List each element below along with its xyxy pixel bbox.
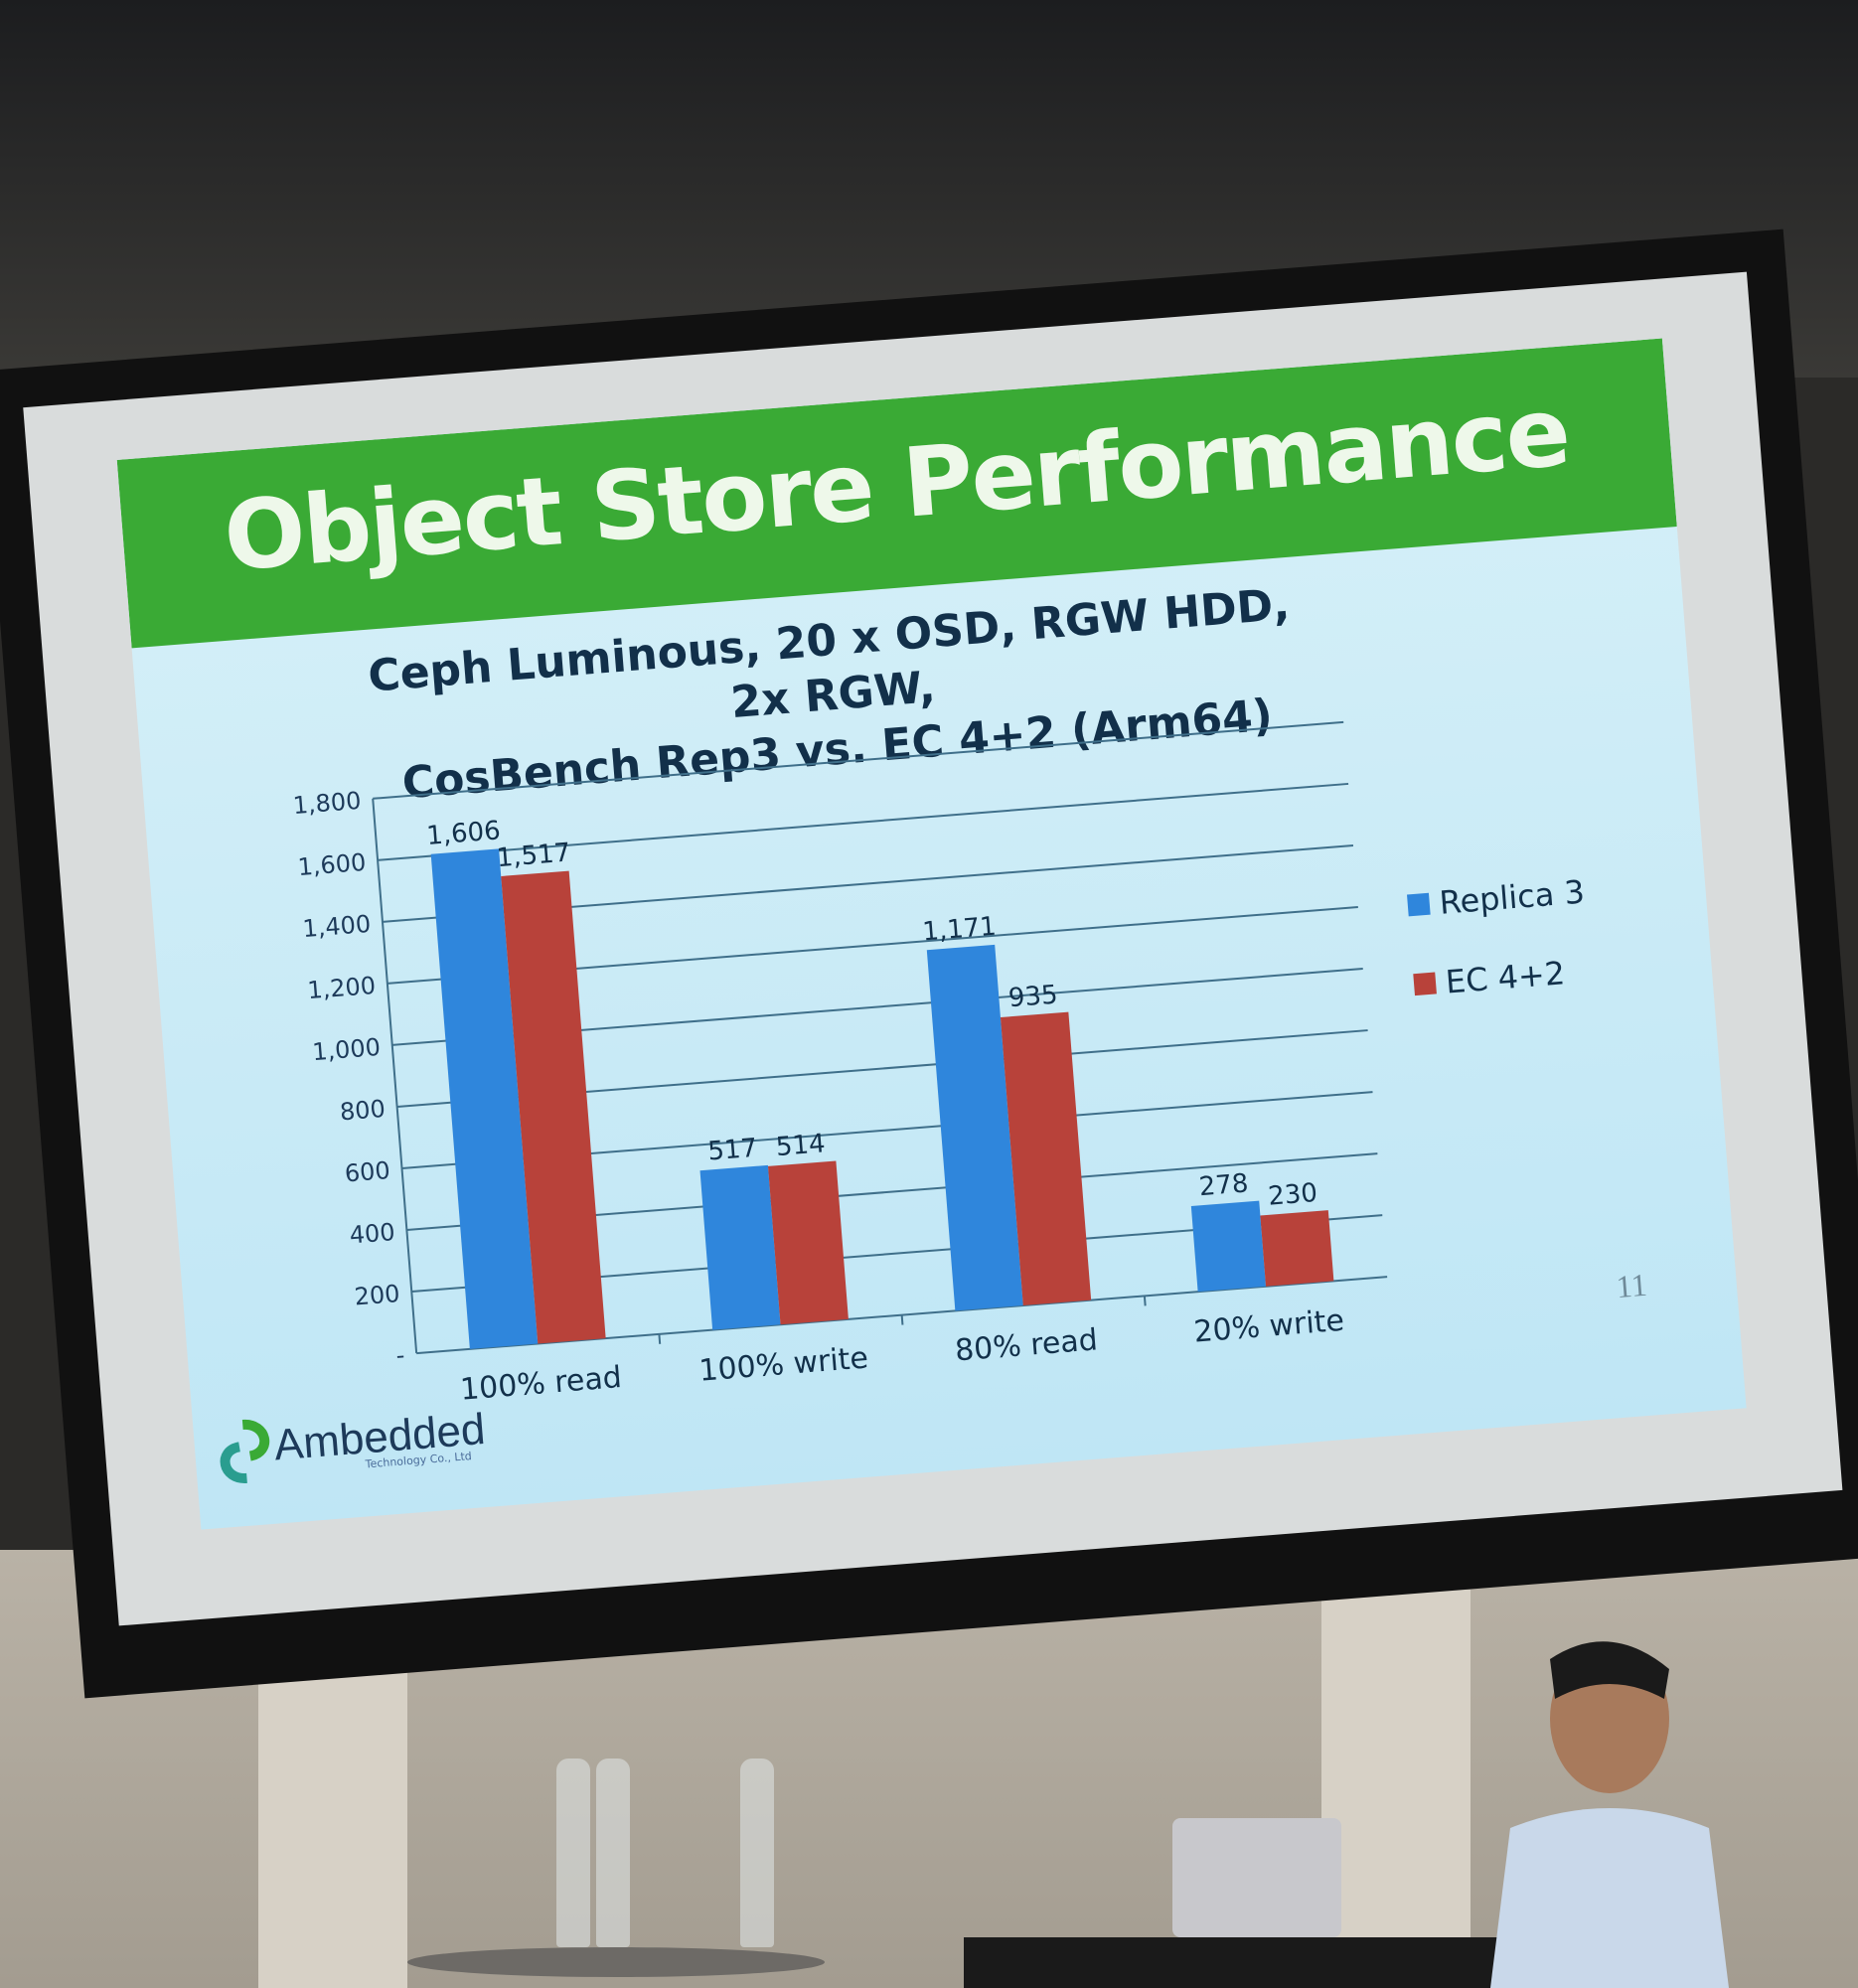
water-bottle (556, 1759, 590, 1947)
screen-surface: Object Store Performance Ceph Luminous, … (23, 271, 1843, 1626)
legend-swatch (1407, 892, 1431, 917)
data-label: 1,171 (921, 912, 998, 948)
page-number: 11 (1615, 1266, 1648, 1305)
y-tick-label: 600 (344, 1156, 391, 1188)
legend-swatch (1413, 972, 1437, 996)
x-tick (1143, 1296, 1147, 1306)
data-label: 514 (775, 1129, 827, 1162)
x-tick (658, 1333, 662, 1344)
bar-replica-3 (1190, 1200, 1267, 1293)
y-tick-label: 400 (349, 1218, 396, 1250)
y-tick-label: - (395, 1341, 406, 1370)
y-tick-label: 1,600 (297, 848, 368, 881)
data-label: 1,517 (496, 838, 572, 873)
x-tick-label: 80% read (954, 1322, 1099, 1368)
data-label: 517 (706, 1134, 758, 1167)
bar-ec-4-2 (1000, 1011, 1092, 1306)
presenter (1490, 1641, 1729, 1988)
water-bottle (596, 1759, 630, 1947)
x-tick (900, 1314, 904, 1325)
ambedded-logo: Ambedded Technology Co., Ltd (213, 1398, 488, 1488)
pillar (1321, 1590, 1471, 1988)
bar-ec-4-2 (767, 1160, 849, 1325)
data-label: 230 (1267, 1178, 1318, 1212)
y-tick-label: 1,400 (301, 910, 372, 943)
gridline (373, 720, 1344, 800)
bar-chart: - 200 400 600 800 1,000 1,200 1,400 1,600 1,800 1,… (292, 720, 1586, 1408)
data-label: 1,606 (425, 816, 502, 851)
y-tick-label: 1,800 (292, 787, 363, 820)
projection-screen: Object Store Performance Ceph Luminous, … (0, 229, 1858, 1699)
y-axis (372, 798, 418, 1354)
logo-swirl-icon (220, 1420, 270, 1483)
y-tick-label: 200 (354, 1280, 401, 1311)
slide: Object Store Performance Ceph Luminous, … (116, 338, 1747, 1530)
y-tick-label: 800 (339, 1095, 387, 1127)
bar-replica-3 (699, 1164, 781, 1330)
x-tick-label: 20% write (1192, 1303, 1345, 1350)
legend-label: Replica 3 (1438, 872, 1586, 921)
y-tick-label: 1,200 (306, 972, 377, 1004)
bar-ec-4-2 (501, 870, 606, 1344)
y-tick-label: 1,000 (311, 1033, 382, 1066)
data-label: 278 (1198, 1168, 1250, 1202)
bar-replica-3 (430, 848, 539, 1349)
bar-ec-4-2 (1260, 1210, 1334, 1287)
legend-label: EC 4+2 (1445, 954, 1567, 1000)
data-label: 935 (1007, 980, 1059, 1013)
x-tick-label: 100% read (459, 1360, 623, 1408)
x-tick-label: 100% write (697, 1340, 869, 1388)
water-bottle (740, 1759, 774, 1947)
gridline (378, 782, 1349, 861)
side-table (407, 1947, 825, 1977)
laptop (1172, 1818, 1341, 1937)
bar-replica-3 (926, 944, 1023, 1311)
